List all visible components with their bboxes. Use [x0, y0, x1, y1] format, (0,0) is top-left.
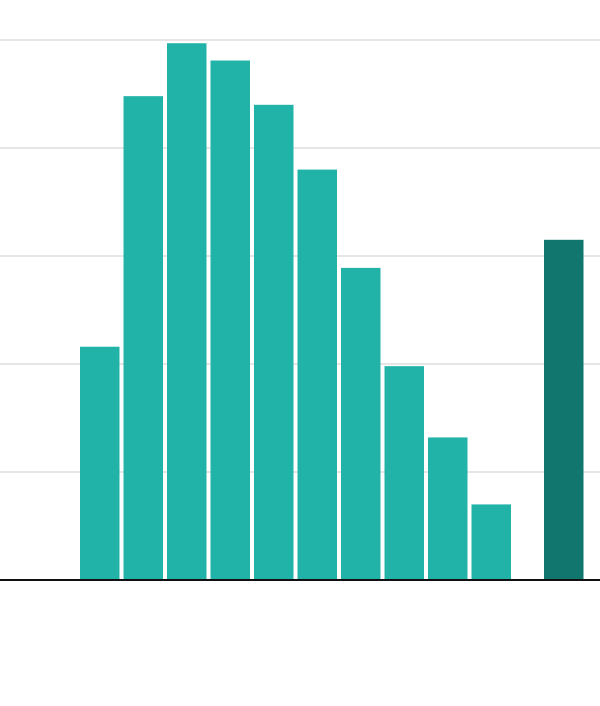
bar	[167, 43, 207, 581]
bar	[428, 437, 468, 580]
bar	[384, 366, 424, 580]
bar	[80, 346, 120, 580]
bar	[123, 96, 163, 580]
bar	[254, 104, 294, 581]
bar	[341, 267, 381, 580]
bar	[544, 239, 584, 581]
bar	[471, 504, 511, 580]
bar	[210, 60, 250, 580]
bar	[297, 169, 337, 580]
